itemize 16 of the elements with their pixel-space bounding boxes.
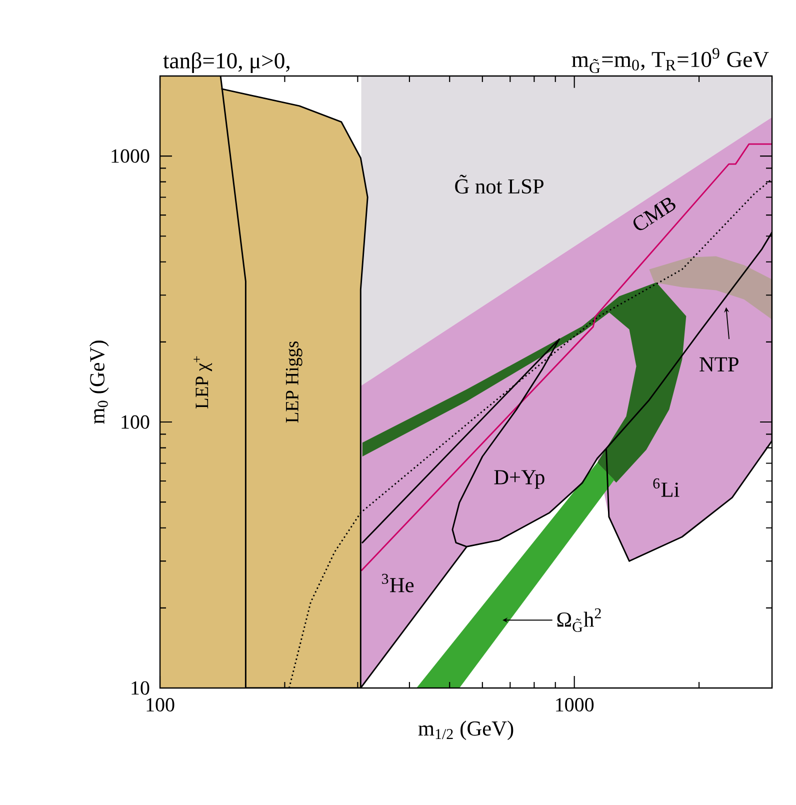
y-axis-title: m$_{0}$ (GeV) (89, 340, 109, 424)
y-tick-label: 1000 (112, 149, 150, 163)
series-label: LEP χ$^{+}$ (194, 356, 212, 409)
annotation: $^{6}$Li (653, 478, 680, 497)
text: m$_{G̃}$=m$_{0}$, T$_{R}$=10$^{9}$ GeV (572, 48, 769, 74)
annotation: G̃ not LSP (455, 174, 544, 194)
annotation: Ω$_{G̃}$h$^{2}$ (557, 608, 601, 632)
annotation: D+Yp (494, 470, 544, 489)
chart-title: tanβ=10, μ>0, (163, 52, 290, 74)
series-label: LEP Higgs (286, 341, 302, 423)
y-tick-label: 10 (132, 681, 150, 695)
annotation: $^{3}$He (382, 574, 414, 592)
y-tick-label: 100 (122, 415, 150, 429)
annotation: CMB (633, 198, 676, 230)
x-axis-title: m$_{1/2}$ (GeV) (418, 720, 514, 740)
annotation: NTP (700, 357, 738, 372)
